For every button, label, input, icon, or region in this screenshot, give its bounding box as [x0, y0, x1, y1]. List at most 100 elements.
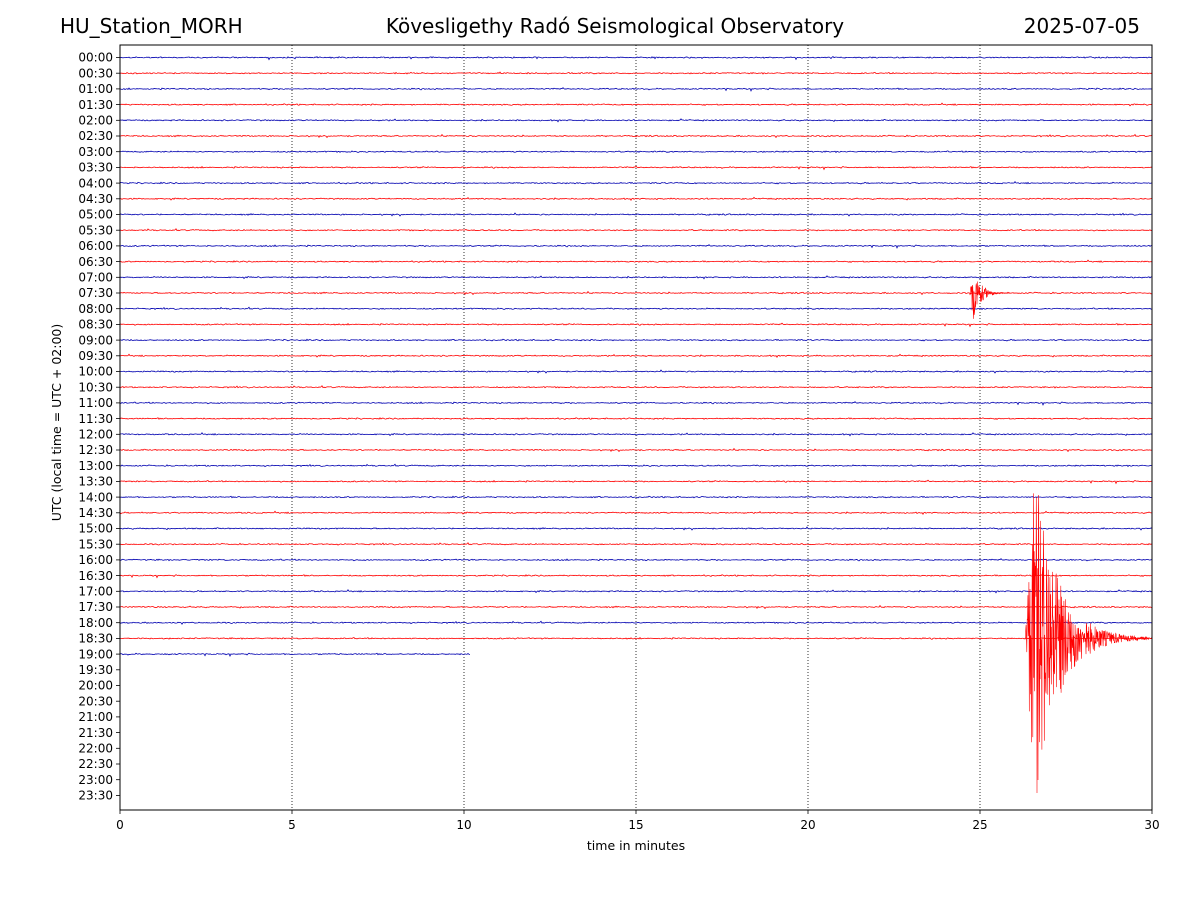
y-tick-label: 23:30	[78, 789, 113, 803]
y-tick-label: 16:30	[78, 569, 113, 583]
y-tick-label: 14:00	[78, 490, 113, 504]
trace-18:00	[120, 620, 1152, 625]
trace-09:00	[120, 338, 1152, 342]
y-tick-label: 20:00	[78, 679, 113, 693]
y-tick-label: 20:30	[78, 694, 113, 708]
trace-07:00	[120, 275, 1152, 280]
y-tick-label: 19:00	[78, 647, 113, 661]
chart-title: Kövesligethy Radó Seismological Observat…	[385, 14, 845, 38]
trace-06:00	[120, 244, 1152, 249]
chart-date: 2025-07-05	[1023, 14, 1140, 38]
y-tick-label: 17:00	[78, 585, 113, 599]
trace-11:30	[120, 417, 1152, 420]
x-tick-label: 20	[800, 818, 815, 832]
y-tick-label: 04:00	[78, 176, 113, 190]
trace-09:30	[120, 353, 1152, 358]
y-tick-label: 07:30	[78, 286, 113, 300]
y-tick-label: 06:00	[78, 239, 113, 253]
x-tick-label: 30	[1144, 818, 1159, 832]
y-tick-label: 02:00	[78, 114, 113, 128]
trace-04:00	[120, 180, 1152, 185]
trace-15:00	[120, 526, 1152, 531]
y-tick-label: 22:30	[78, 757, 113, 771]
y-tick-label: 01:00	[78, 82, 113, 96]
y-axis-label: UTC (local time = UTC + 02:00)	[49, 324, 64, 522]
trace-14:30	[120, 510, 1152, 515]
event-2	[1024, 493, 1152, 794]
y-tick-label: 09:30	[78, 349, 113, 363]
trace-15:30	[120, 542, 1152, 546]
trace-03:30	[120, 165, 1152, 171]
trace-06:30	[120, 259, 1152, 263]
y-tick-label: 12:00	[78, 428, 113, 442]
trace-12:00	[120, 432, 1152, 437]
trace-00:30	[120, 71, 1152, 75]
trace-05:00	[120, 212, 1152, 217]
trace-02:30	[120, 133, 1152, 139]
trace-17:00	[120, 589, 1152, 594]
event-1	[969, 281, 1011, 319]
y-tick-label: 01:30	[78, 98, 113, 112]
trace-17:30	[120, 604, 1152, 610]
y-tick-label: 10:30	[78, 380, 113, 394]
trace-08:00	[120, 306, 1152, 311]
trace-16:30	[120, 574, 1152, 579]
y-tick-label: 05:30	[78, 223, 113, 237]
y-tick-label: 21:30	[78, 726, 113, 740]
x-tick-label: 10	[456, 818, 471, 832]
trace-08:30	[120, 322, 1152, 328]
y-tick-label: 18:30	[78, 632, 113, 646]
y-tick-label: 08:30	[78, 318, 113, 332]
y-tick-label: 10:00	[78, 365, 113, 379]
trace-19:00	[120, 652, 471, 658]
trace-01:30	[120, 102, 1152, 107]
x-tick-label: 5	[288, 818, 296, 832]
y-tick-label: 04:30	[78, 192, 113, 206]
trace-18:30	[120, 636, 1152, 640]
trace-04:30	[120, 196, 1152, 201]
y-tick-label: 00:30	[78, 66, 113, 80]
y-tick-label: 11:30	[78, 412, 113, 426]
y-tick-label: 15:30	[78, 537, 113, 551]
trace-13:00	[120, 463, 1152, 468]
y-tick-label: 07:00	[78, 271, 113, 285]
y-tick-label: 03:30	[78, 161, 113, 175]
trace-10:30	[120, 385, 1152, 389]
y-tick-label: 02:30	[78, 129, 113, 143]
station-name: HU_Station_MORH	[60, 14, 243, 38]
y-tick-label: 17:30	[78, 600, 113, 614]
y-tick-label: 14:30	[78, 506, 113, 520]
trace-05:30	[120, 228, 1152, 232]
trace-13:30	[120, 479, 1152, 485]
y-tick-label: 21:00	[78, 710, 113, 724]
trace-03:00	[120, 150, 1152, 154]
y-tick-label: 00:00	[78, 51, 113, 65]
y-tick-label: 12:30	[78, 443, 113, 457]
y-tick-label: 23:00	[78, 773, 113, 787]
y-tick-label: 03:00	[78, 145, 113, 159]
y-tick-label: 22:00	[78, 742, 113, 756]
trace-11:00	[120, 401, 1152, 406]
x-tick-label: 25	[972, 818, 987, 832]
trace-16:00	[120, 558, 1152, 562]
x-tick-label: 15	[628, 818, 643, 832]
trace-12:30	[120, 447, 1152, 453]
trace-01:00	[120, 87, 1152, 92]
trace-02:00	[120, 118, 1152, 123]
x-axis-label: time in minutes	[587, 838, 685, 853]
y-tick-label: 08:00	[78, 302, 113, 316]
y-tick-label: 05:00	[78, 208, 113, 222]
y-tick-label: 13:00	[78, 459, 113, 473]
trace-10:00	[120, 369, 1152, 374]
y-tick-label: 15:00	[78, 522, 113, 536]
y-tick-label: 11:00	[78, 396, 113, 410]
trace-00:00	[120, 56, 1152, 61]
y-tick-label: 13:30	[78, 475, 113, 489]
trace-14:00	[120, 495, 1152, 499]
y-tick-label: 06:30	[78, 255, 113, 269]
y-tick-label: 18:00	[78, 616, 113, 630]
x-tick-label: 0	[116, 818, 124, 832]
y-tick-label: 09:00	[78, 333, 113, 347]
y-tick-label: 19:30	[78, 663, 113, 677]
